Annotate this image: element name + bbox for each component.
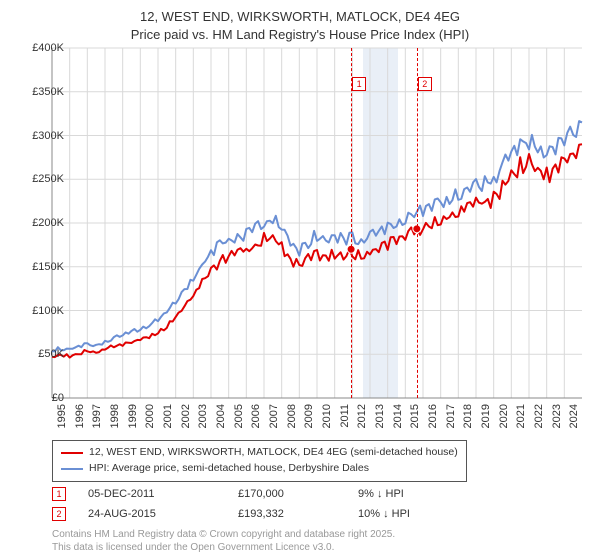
y-tick-label: £200K <box>32 217 64 229</box>
x-tick-label: 2022 <box>533 404 545 428</box>
x-tick-label: 2018 <box>462 404 474 428</box>
y-tick-label: £50K <box>38 348 64 360</box>
sale-delta: 10% ↓ HPI <box>358 508 478 520</box>
title-line-1: 12, WEST END, WIRKSWORTH, MATLOCK, DE4 4… <box>0 8 600 26</box>
legend-label: 12, WEST END, WIRKSWORTH, MATLOCK, DE4 4… <box>89 445 458 461</box>
x-tick-label: 2013 <box>374 404 386 428</box>
sale-marker-icon: 2 <box>52 507 66 521</box>
sales-table: 1 05-DEC-2011£170,0009% ↓ HPI 2 24-AUG-2015… <box>52 484 478 524</box>
y-tick-label: £150K <box>32 261 64 273</box>
x-tick-label: 2001 <box>162 404 174 428</box>
sale-delta: 9% ↓ HPI <box>358 488 478 500</box>
chart-title: 12, WEST END, WIRKSWORTH, MATLOCK, DE4 4… <box>0 0 600 43</box>
license-line-2: This data is licensed under the Open Gov… <box>52 541 395 554</box>
x-tick-label: 2020 <box>498 404 510 428</box>
x-tick-label: 2023 <box>551 404 563 428</box>
legend-row: 12, WEST END, WIRKSWORTH, MATLOCK, DE4 4… <box>61 445 458 461</box>
x-tick-label: 2015 <box>409 404 421 428</box>
legend-row: HPI: Average price, semi-detached house,… <box>61 461 458 477</box>
x-tick-label: 2024 <box>568 404 580 428</box>
chart-svg <box>52 48 582 398</box>
y-tick-label: £350K <box>32 86 64 98</box>
chart-container: 12, WEST END, WIRKSWORTH, MATLOCK, DE4 4… <box>0 0 600 560</box>
legend-label: HPI: Average price, semi-detached house,… <box>89 461 369 477</box>
sale-price: £193,332 <box>238 508 358 520</box>
title-line-2: Price paid vs. HM Land Registry's House … <box>0 26 600 44</box>
x-tick-label: 2005 <box>233 404 245 428</box>
x-tick-label: 2010 <box>321 404 333 428</box>
y-tick-label: £300K <box>32 130 64 142</box>
sales-row: 1 05-DEC-2011£170,0009% ↓ HPI <box>52 484 478 504</box>
sale-date: 05-DEC-2011 <box>88 488 238 500</box>
sale-vline <box>351 48 352 398</box>
legend-swatch <box>61 468 83 470</box>
y-tick-label: £400K <box>32 42 64 54</box>
x-tick-label: 2011 <box>339 404 351 428</box>
x-tick-label: 2016 <box>427 404 439 428</box>
x-tick-label: 2002 <box>180 404 192 428</box>
sale-date: 24-AUG-2015 <box>88 508 238 520</box>
license-text: Contains HM Land Registry data © Crown c… <box>52 528 395 554</box>
x-tick-label: 2021 <box>515 404 527 428</box>
sale-marker-label: 1 <box>352 77 366 91</box>
x-tick-label: 1997 <box>91 404 103 428</box>
y-tick-label: £0 <box>52 392 64 404</box>
legend-swatch <box>61 452 83 454</box>
x-tick-label: 2000 <box>144 404 156 428</box>
x-tick-label: 1999 <box>127 404 139 428</box>
y-tick-label: £250K <box>32 173 64 185</box>
sales-row: 2 24-AUG-2015£193,33210% ↓ HPI <box>52 504 478 524</box>
sale-vline <box>417 48 418 398</box>
x-tick-label: 1996 <box>74 404 86 428</box>
x-tick-label: 1995 <box>56 404 68 428</box>
plot-area: 12 <box>52 48 582 398</box>
x-tick-label: 2017 <box>445 404 457 428</box>
x-tick-label: 2006 <box>250 404 262 428</box>
license-line-1: Contains HM Land Registry data © Crown c… <box>52 528 395 541</box>
y-tick-label: £100K <box>32 305 64 317</box>
sale-marker-icon: 1 <box>52 487 66 501</box>
x-tick-label: 2007 <box>268 404 280 428</box>
sale-marker-label: 2 <box>418 77 432 91</box>
x-tick-label: 2003 <box>197 404 209 428</box>
legend: 12, WEST END, WIRKSWORTH, MATLOCK, DE4 4… <box>52 440 467 482</box>
x-tick-label: 1998 <box>109 404 121 428</box>
x-tick-label: 2014 <box>392 404 404 428</box>
x-tick-label: 2009 <box>303 404 315 428</box>
x-tick-label: 2012 <box>356 404 368 428</box>
x-tick-label: 2019 <box>480 404 492 428</box>
sale-price: £170,000 <box>238 488 358 500</box>
x-tick-label: 2004 <box>215 404 227 428</box>
x-tick-label: 2008 <box>286 404 298 428</box>
